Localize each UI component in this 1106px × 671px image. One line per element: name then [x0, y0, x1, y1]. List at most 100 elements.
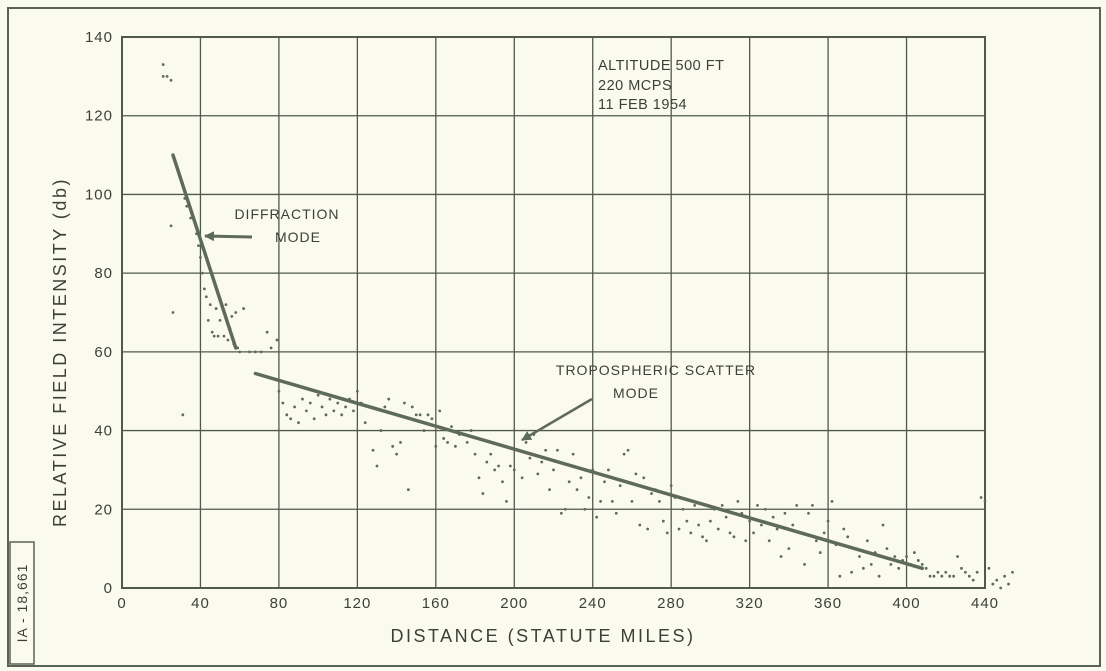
y-axis-label: RELATIVE FIELD INTENSITY (db)	[50, 177, 70, 527]
fit-line-tropospheric-scatter	[253, 371, 924, 571]
data-point-3	[169, 78, 173, 82]
data-point-158	[736, 500, 740, 503]
data-point-47	[301, 397, 304, 401]
data-point-63	[363, 421, 367, 425]
data-point-196	[885, 547, 889, 551]
data-point-136	[650, 492, 653, 495]
y-tick-label-7: 140	[85, 29, 113, 46]
data-point-135	[646, 527, 650, 531]
data-point-176	[807, 511, 810, 515]
data-point-77	[418, 413, 422, 417]
y-tick-label-3: 60	[94, 344, 113, 361]
data-point-45	[293, 405, 296, 409]
data-point-115	[567, 480, 571, 484]
data-point-173	[795, 503, 799, 507]
data-point-22	[216, 334, 220, 338]
data-point-134	[642, 476, 646, 480]
data-point-133	[638, 523, 642, 527]
data-point-75	[410, 405, 414, 409]
data-point-26	[224, 303, 228, 307]
plot-border	[121, 36, 986, 589]
data-point-99	[505, 500, 508, 503]
data-point-27	[226, 338, 230, 342]
data-point-129	[622, 452, 626, 456]
data-point-143	[677, 527, 681, 531]
data-point-198	[893, 555, 897, 558]
data-point-167	[771, 515, 775, 519]
data-point-107	[536, 472, 540, 476]
data-point-70	[391, 444, 395, 448]
data-point-162	[752, 531, 755, 535]
x-axis-label: DISTANCE (STATUTE MILES)	[390, 626, 695, 646]
grid	[121, 36, 986, 589]
data-point-180	[822, 531, 826, 535]
data-point-126	[610, 500, 614, 503]
data-point-18	[208, 303, 212, 307]
data-point-20	[212, 334, 216, 338]
data-point-83	[442, 437, 446, 440]
data-point-69	[387, 397, 391, 401]
scatter-arrow	[521, 397, 593, 442]
data-point-34	[242, 307, 246, 310]
data-point-163	[756, 503, 759, 507]
data-point-123	[599, 500, 602, 503]
data-point-130	[626, 448, 630, 452]
y-tick-label-5: 100	[85, 186, 113, 203]
data-point-182	[830, 500, 834, 503]
data-point-160	[744, 539, 748, 543]
data-point-122	[595, 515, 599, 519]
y-tick-labels: 0 20 40 60 80 100 120 140	[85, 29, 113, 597]
data-point-82	[438, 409, 442, 413]
diffraction-annotation: DIFFRACTION MODE	[204, 206, 339, 245]
data-point-195	[881, 523, 885, 527]
data-point-150	[705, 539, 708, 543]
data-point-215	[960, 566, 963, 570]
data-point-65	[371, 448, 375, 452]
diffraction-label-line-2: MODE	[275, 229, 321, 245]
data-point-125	[607, 468, 610, 472]
data-point-178	[814, 539, 818, 543]
data-point-49	[308, 401, 312, 405]
data-point-111	[552, 468, 555, 472]
data-point-54	[328, 397, 332, 401]
data-point-103	[520, 476, 524, 480]
data-point-104	[524, 440, 528, 444]
x-tick-label-8: 320	[736, 595, 764, 612]
data-point-15	[202, 287, 206, 291]
data-point-95	[489, 452, 493, 456]
data-point-19	[210, 330, 214, 334]
data-point-80	[430, 417, 434, 421]
conditions-line-3: 11 FEB 1954	[598, 97, 687, 113]
data-point-55	[332, 409, 336, 413]
data-point-179	[818, 551, 822, 554]
data-point-211	[944, 570, 948, 574]
data-point-131	[630, 500, 634, 503]
x-tick-label-9: 360	[814, 595, 842, 612]
data-point-12	[197, 244, 200, 247]
data-point-71	[395, 452, 398, 456]
data-point-9	[189, 216, 193, 220]
data-point-146	[689, 531, 693, 535]
data-point-109	[544, 448, 548, 452]
data-point-161	[748, 519, 752, 523]
data-point-23	[218, 318, 222, 322]
data-point-191	[865, 539, 869, 543]
data-point-98	[501, 480, 504, 484]
data-point-120	[587, 496, 591, 499]
data-point-96	[493, 468, 497, 472]
data-point-101	[512, 468, 516, 472]
data-point-139	[661, 519, 665, 523]
data-point-29	[230, 315, 234, 318]
data-point-140	[665, 531, 669, 535]
data-point-67	[379, 429, 383, 432]
x-tick-label-10: 400	[893, 595, 921, 612]
x-tick-label-5: 200	[500, 595, 528, 612]
data-point-187	[850, 570, 854, 574]
data-point-119	[583, 507, 587, 511]
data-point-181	[826, 519, 830, 523]
figure-frame	[7, 7, 1101, 667]
data-point-175	[803, 562, 806, 566]
data-point-222	[987, 566, 991, 570]
data-point-197	[889, 562, 893, 566]
data-point-171	[787, 547, 791, 551]
